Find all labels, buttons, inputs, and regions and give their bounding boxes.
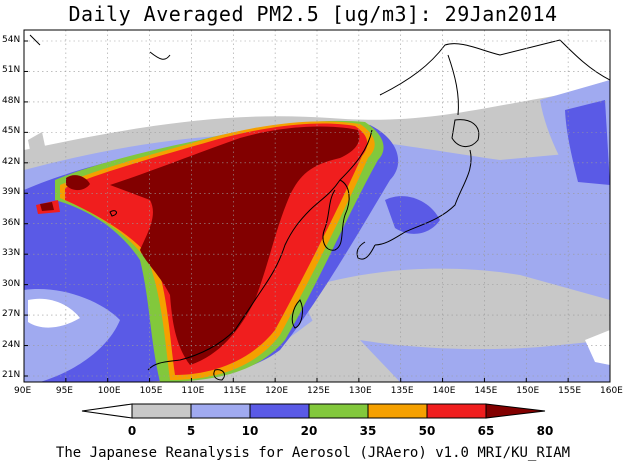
pm-band-0-5-east <box>585 330 610 365</box>
colorbar-label: 80 <box>536 424 554 438</box>
longitude-label: 160E <box>600 386 623 396</box>
latitude-label: 45N <box>2 126 21 137</box>
longitude-label: 155E <box>558 386 582 396</box>
colorbar-segment <box>367 403 428 419</box>
coastline-korea <box>322 179 350 251</box>
colorbar-segment <box>131 403 192 419</box>
colorbar-label: 5 <box>186 424 196 438</box>
coastline-japan-honshu <box>374 149 472 246</box>
colorbar-segment <box>426 403 487 419</box>
coastline-china <box>147 129 373 371</box>
pm-band-10-20-south <box>360 340 610 382</box>
longitude-label: 125E <box>307 386 330 396</box>
pm-band-0-5-sw <box>28 298 80 328</box>
latitude-label: 30N <box>2 278 21 289</box>
longitude-label: 115E <box>223 386 247 396</box>
colorbar-label: 35 <box>359 424 377 438</box>
pm-band-80-plus-blob <box>66 175 90 191</box>
map-title: Daily Averaged PM2.5 [ug/m3]: 29Jan2014 <box>68 2 558 26</box>
colorbar-label: 10 <box>241 424 259 438</box>
pm-band-20-35-japan <box>385 196 440 234</box>
colorbar-label: 0 <box>127 424 137 438</box>
colorbar-segment <box>308 403 369 419</box>
latitude-label: 36N <box>2 217 21 228</box>
longitude-label: 140E <box>432 386 456 396</box>
longitude-label: 95E <box>55 386 73 396</box>
colorbar-segment <box>81 403 133 419</box>
coastline-taiwan <box>291 299 303 329</box>
latitude-label: 21N <box>2 370 21 380</box>
coastlines <box>29 34 610 381</box>
coastline-kyushu <box>356 241 376 260</box>
pm-band-80-plus <box>110 126 360 365</box>
latitude-label: 51N <box>2 65 21 76</box>
latitude-label: 48N <box>2 95 21 106</box>
latitude-label: 42N <box>2 156 21 167</box>
longitude-label: 90E <box>14 386 32 396</box>
colorbar-segment <box>249 403 310 419</box>
coastline-japan-hokkaido <box>451 119 480 147</box>
longitude-label: 135E <box>390 386 414 396</box>
coastline-inland <box>109 210 117 217</box>
longitude-label: 105E <box>139 386 163 396</box>
coastline-hainan <box>213 369 225 381</box>
graticule <box>24 30 610 382</box>
longitude-label: 120E <box>265 386 289 396</box>
colorbar-label: 65 <box>477 424 495 438</box>
latitude-label: 33N <box>2 248 21 259</box>
coastline-kamchatka <box>559 39 610 81</box>
footer-credit: The Japanese Reanalysis for Aerosol (JRA… <box>55 445 571 461</box>
coastline-nw <box>29 34 171 60</box>
colorbar-label: 50 <box>418 424 436 438</box>
pm-band-20-35-east <box>565 100 610 185</box>
longitude-label: 145E <box>474 386 498 396</box>
longitude-label: 100E <box>97 386 121 396</box>
colorbar-segment <box>485 403 546 419</box>
longitude-label: 130E <box>348 386 372 396</box>
latitude-label: 24N <box>2 339 21 350</box>
longitude-label: 150E <box>516 386 540 396</box>
pm-band-5-10-nw <box>28 132 45 150</box>
coastline-sakhalin <box>447 54 459 116</box>
longitude-label: 110E <box>181 386 205 396</box>
colorbar-segment <box>190 403 251 419</box>
latitude-label: 27N <box>2 309 21 320</box>
latitude-label: 39N <box>2 187 21 198</box>
axis-ticks <box>23 40 611 382</box>
colorbar-label: 20 <box>300 424 318 438</box>
pm-band-80-plus-blob2 <box>40 202 54 211</box>
coastline-russia <box>379 39 561 96</box>
latitude-label: 54N <box>2 35 21 45</box>
